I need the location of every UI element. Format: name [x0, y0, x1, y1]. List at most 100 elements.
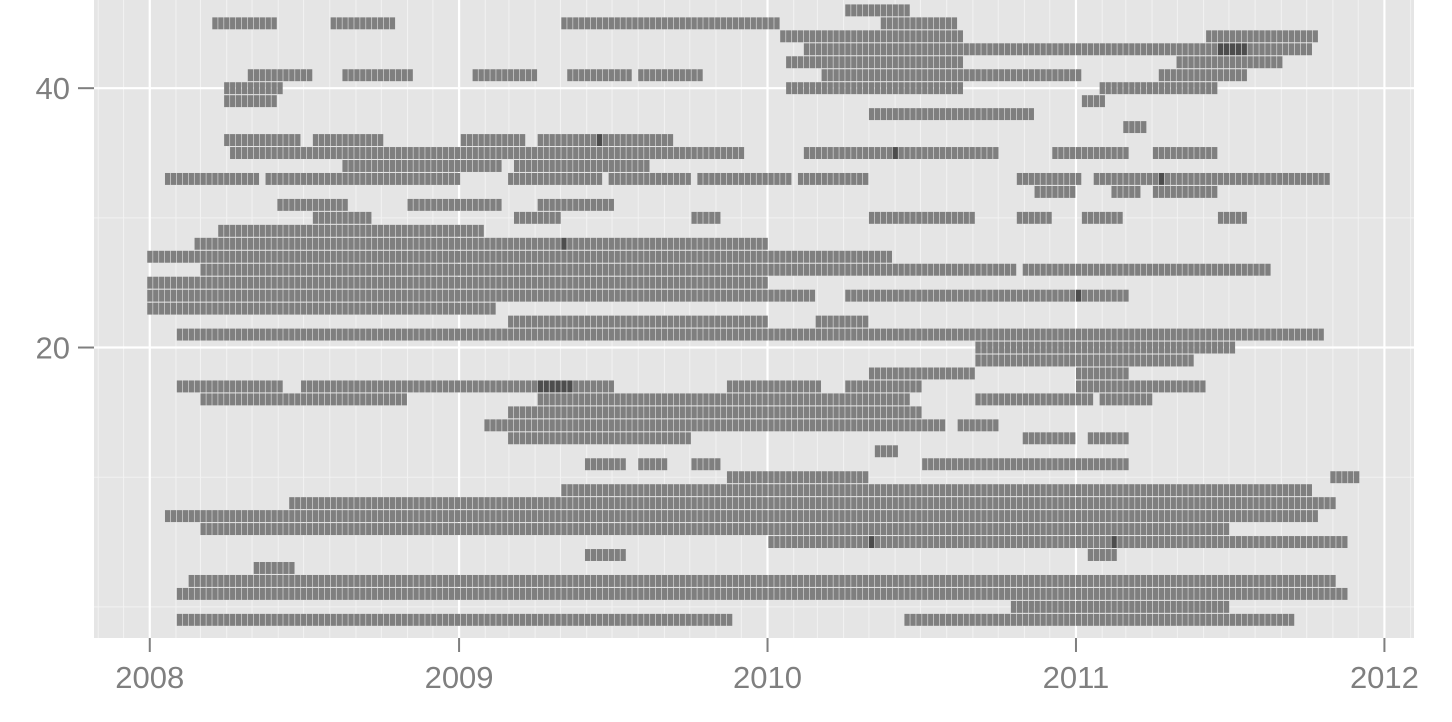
heatmap-tile — [283, 172, 289, 185]
heatmap-tile — [738, 276, 745, 289]
heatmap-tile — [738, 328, 745, 341]
heatmap-tile — [910, 497, 916, 510]
heatmap-tile — [638, 134, 644, 147]
heatmap-tile — [1052, 147, 1058, 159]
heatmap-tile — [1247, 56, 1253, 69]
heatmap-tile — [868, 147, 875, 159]
heatmap-tile — [839, 172, 845, 185]
heatmap-tile — [750, 419, 756, 432]
heatmap-tile — [721, 315, 727, 328]
heatmap-tile — [1105, 497, 1111, 510]
heatmap-tile — [443, 497, 449, 510]
heatmap-tile — [596, 17, 603, 30]
heatmap-tile — [851, 69, 857, 82]
heatmap-tile — [756, 510, 762, 523]
heatmap-tile — [324, 523, 331, 536]
heatmap-tile — [845, 82, 851, 95]
heatmap-tile — [673, 263, 680, 276]
heatmap-tile — [1271, 574, 1277, 587]
heatmap-tile — [1117, 587, 1123, 600]
heatmap-tile — [626, 172, 632, 185]
heatmap-tile — [626, 250, 632, 263]
heatmap-tile — [957, 458, 963, 471]
heatmap-tile — [650, 419, 656, 432]
heatmap-tile — [608, 198, 614, 211]
heatmap-tile — [460, 302, 467, 315]
heatmap-tile — [543, 147, 549, 159]
heatmap-tile — [797, 82, 804, 95]
heatmap-tile — [898, 536, 904, 549]
heatmap-tile — [200, 613, 206, 626]
heatmap-tile — [1070, 185, 1076, 198]
heatmap-tile — [673, 523, 680, 536]
heatmap-tile — [454, 250, 461, 263]
heatmap-tile — [1217, 497, 1224, 510]
heatmap-tile — [1253, 172, 1259, 185]
heatmap-tile — [212, 510, 218, 523]
heatmap-tile — [797, 250, 804, 263]
heatmap-tile — [1070, 354, 1076, 367]
heatmap-tile — [987, 43, 993, 56]
heatmap-tile — [383, 250, 390, 263]
heatmap-tile — [389, 497, 396, 510]
heatmap-tile — [212, 302, 218, 315]
heatmap-tile — [916, 82, 922, 95]
heatmap-tile — [514, 147, 520, 159]
heatmap-tile — [549, 419, 555, 432]
heatmap-tile — [1058, 43, 1064, 56]
heatmap-tile — [218, 393, 224, 406]
heatmap-tile — [1123, 432, 1129, 445]
heatmap-tile — [549, 328, 555, 341]
heatmap-tile — [726, 380, 733, 393]
heatmap-tile — [661, 523, 668, 536]
heatmap-tile — [330, 237, 336, 250]
heatmap-tile — [703, 17, 709, 30]
heatmap-tile — [957, 367, 963, 380]
heatmap-tile — [1087, 95, 1094, 108]
heatmap-tile — [685, 484, 691, 497]
heatmap-tile — [496, 510, 502, 523]
heatmap-tile — [1312, 30, 1318, 43]
heatmap-tile — [377, 289, 384, 302]
heatmap-tile — [330, 276, 336, 289]
heatmap-tile — [306, 289, 313, 302]
heatmap-tile — [573, 393, 579, 406]
heatmap-tile — [265, 574, 271, 587]
heatmap-tile — [939, 510, 946, 523]
heatmap-tile — [366, 211, 372, 224]
heatmap-tile — [324, 497, 331, 510]
heatmap-tile — [1070, 69, 1076, 82]
heatmap-tile — [206, 250, 212, 263]
heatmap-tile — [839, 250, 845, 263]
heatmap-tile — [939, 108, 946, 121]
heatmap-tile — [502, 380, 508, 393]
heatmap-tile — [1058, 613, 1064, 626]
heatmap-tile — [271, 147, 277, 159]
heatmap-tile — [271, 69, 277, 82]
heatmap-tile — [235, 393, 242, 406]
heatmap-tile — [182, 380, 189, 393]
heatmap-tile — [756, 250, 762, 263]
heatmap-tile — [910, 419, 916, 432]
heatmap-tile — [732, 510, 739, 523]
heatmap-tile — [827, 484, 833, 497]
heatmap-tile — [555, 147, 561, 159]
heatmap-tile — [1288, 328, 1295, 341]
heatmap-tile — [295, 224, 301, 237]
heatmap-tile — [366, 510, 372, 523]
heatmap-tile — [685, 315, 691, 328]
heatmap-tile — [632, 523, 638, 536]
heatmap-tile — [502, 613, 508, 626]
heatmap-tile — [999, 497, 1005, 510]
heatmap-tile — [401, 302, 407, 315]
heatmap-tile — [1229, 69, 1236, 82]
heatmap-tile — [904, 587, 910, 600]
heatmap-tile — [1099, 484, 1105, 497]
heatmap-tile — [519, 237, 526, 250]
heatmap-tile — [531, 147, 538, 159]
heatmap-tile — [549, 263, 555, 276]
heatmap-tile — [235, 523, 242, 536]
heatmap-tile — [768, 263, 774, 276]
heatmap-tile — [1052, 536, 1058, 549]
heatmap-tile — [999, 328, 1005, 341]
